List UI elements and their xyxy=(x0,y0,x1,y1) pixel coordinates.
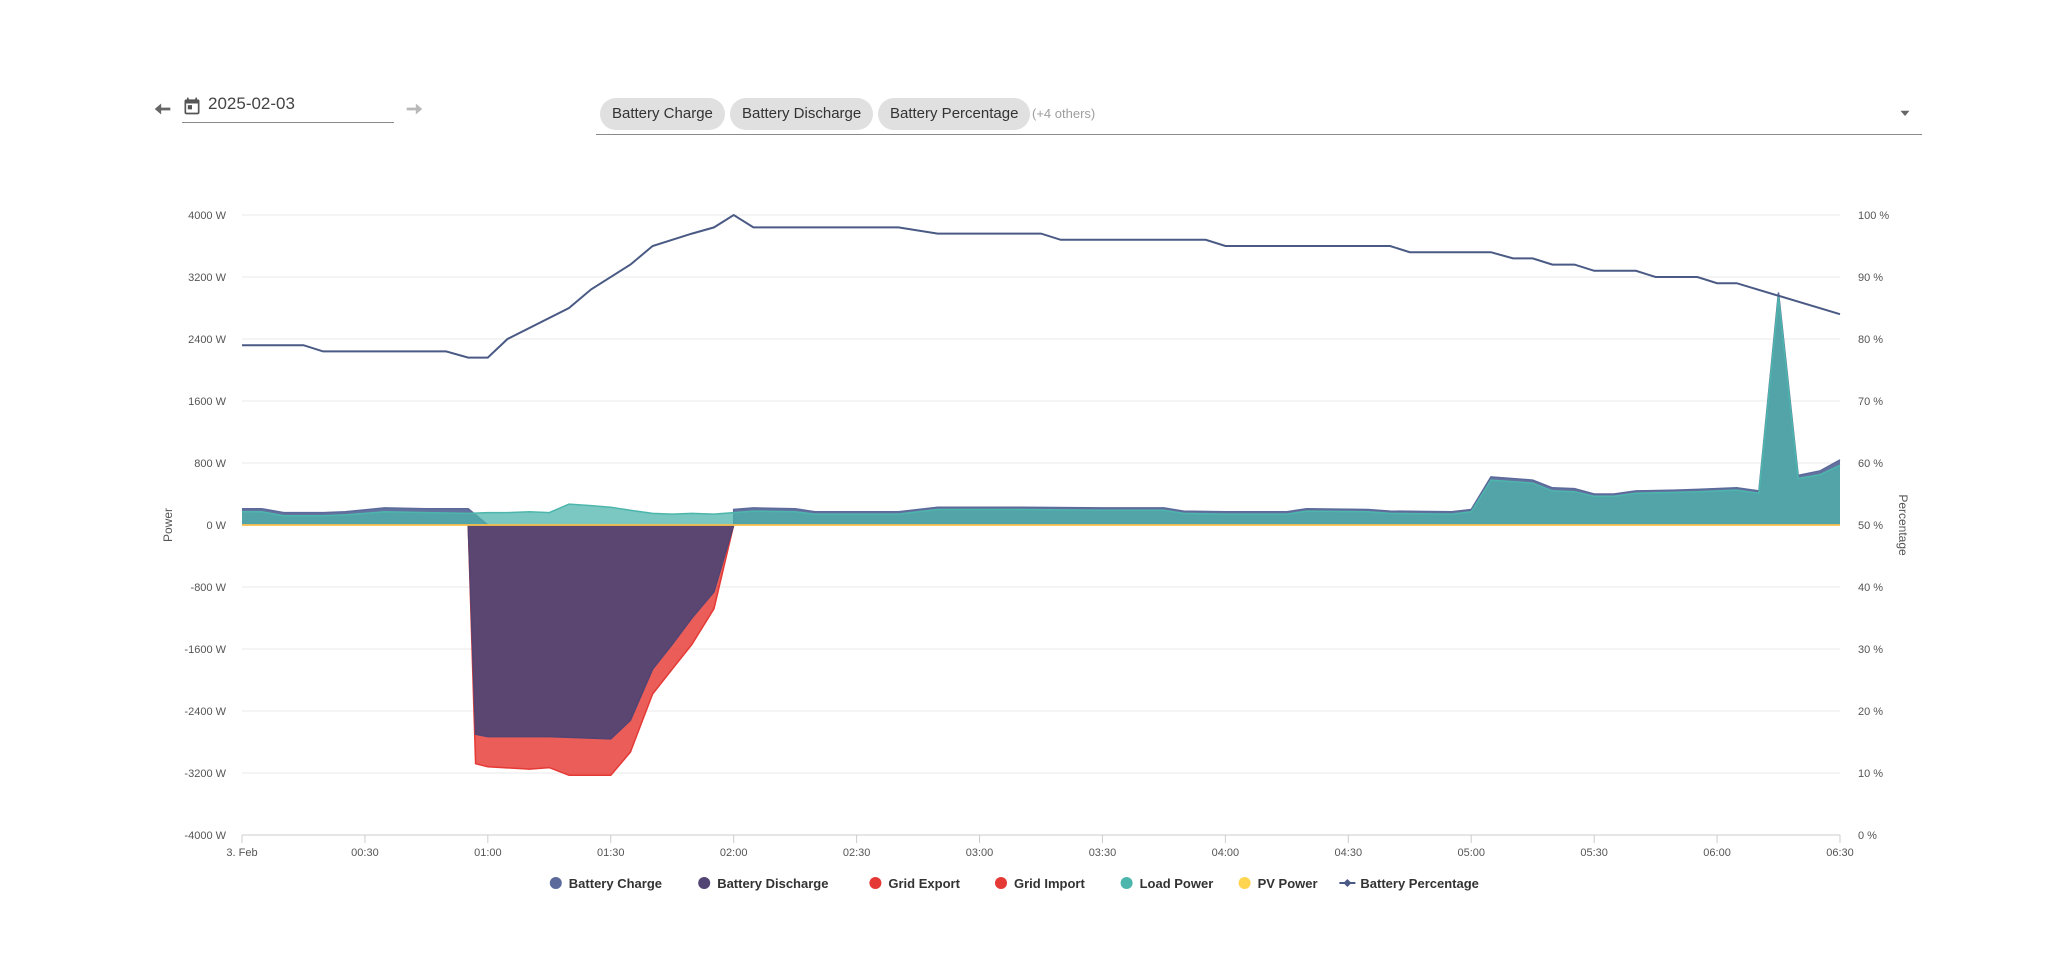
entity-picker[interactable]: Battery Charge Battery Discharge Battery… xyxy=(596,96,1922,135)
series-area-battery-charge xyxy=(242,292,1840,525)
legend-item-battery-charge[interactable]: Battery Charge xyxy=(549,876,662,891)
legend-marker xyxy=(1343,879,1352,887)
right-tick-label: 30 % xyxy=(1858,644,1883,656)
right-tick-label: 60 % xyxy=(1858,458,1883,470)
chip-battery-percentage[interactable]: Battery Percentage xyxy=(878,98,1031,130)
right-tick-label: 10 % xyxy=(1858,768,1883,780)
left-axis-title: Power xyxy=(161,508,175,542)
legend-label: Battery Discharge xyxy=(717,876,828,891)
left-tick-label: -2400 W xyxy=(184,706,226,718)
left-tick-label: 0 W xyxy=(206,520,226,532)
left-tick-label: 800 W xyxy=(194,458,226,470)
legend-label: Load Power xyxy=(1140,876,1214,891)
calendar-icon[interactable] xyxy=(182,96,202,116)
chip-battery-discharge[interactable]: Battery Discharge xyxy=(730,98,874,130)
x-tick-label: 05:00 xyxy=(1457,847,1485,859)
right-axis-ticks: 100 % 90 % 80 % 70 % 60 % 50 % 40 % 30 % 20 % 10 … xyxy=(1858,210,1889,842)
right-tick-label: 100 % xyxy=(1858,210,1889,222)
legend-item-load-power[interactable]: Load Power xyxy=(1120,876,1214,891)
x-tick-label: 01:00 xyxy=(474,847,502,859)
arrow-left-icon[interactable] xyxy=(152,98,174,120)
left-tick-label: 2400 W xyxy=(188,334,227,346)
series-line-battery-charge xyxy=(242,292,1841,526)
x-tick-label: 01:30 xyxy=(597,847,625,859)
x-tick-label: 02:00 xyxy=(720,847,748,859)
x-tick-label: 06:00 xyxy=(1703,847,1731,859)
x-tick-label: 06:30 xyxy=(1826,847,1854,859)
right-tick-label: 20 % xyxy=(1858,706,1883,718)
x-axis-ticks: 3. Feb 00:30 01:00 01:30 02:00 02:30 03:00 03:3… xyxy=(226,835,1854,859)
x-tick-label: 04:30 xyxy=(1335,847,1363,859)
x-tick-label: 00:30 xyxy=(351,847,379,859)
left-tick-label: 1600 W xyxy=(188,396,227,408)
legend-item-grid-import[interactable]: Grid Import xyxy=(995,876,1085,891)
others-count: (+4 others) xyxy=(1032,106,1096,121)
legend-label: Grid Export xyxy=(888,876,960,891)
chip-battery-charge[interactable]: Battery Charge xyxy=(600,98,725,130)
x-tick-label: 05:30 xyxy=(1580,847,1608,859)
legend-marker xyxy=(698,877,711,889)
series-line-battery-percentage xyxy=(242,213,1841,359)
series-layer xyxy=(242,213,1841,777)
x-tick-label: 02:30 xyxy=(843,847,871,859)
arrow-right-icon[interactable] xyxy=(403,98,425,120)
x-tick-label: 04:00 xyxy=(1212,847,1240,859)
legend-marker xyxy=(1120,877,1133,889)
right-tick-label: 40 % xyxy=(1858,582,1883,594)
left-tick-label: -800 W xyxy=(191,582,227,594)
series-area-load-power xyxy=(242,296,1840,525)
right-tick-label: 90 % xyxy=(1858,272,1883,284)
legend-item-battery-discharge[interactable]: Battery Discharge xyxy=(698,876,828,891)
legend: Battery Charge Battery Discharge Grid Expo… xyxy=(549,876,1479,891)
right-axis-title: Percentage xyxy=(1896,494,1910,556)
right-tick-label: 50 % xyxy=(1858,520,1883,532)
legend-label: Battery Charge xyxy=(569,876,662,891)
left-axis-ticks: 4000 W 3200 W 2400 W 1600 W 800 W 0 W -800 W -1… xyxy=(184,210,226,842)
left-tick-label: 4000 W xyxy=(188,210,227,222)
series-line-load-power xyxy=(242,296,1841,517)
legend-label: PV Power xyxy=(1258,876,1318,891)
date-value[interactable]: 2025-02-03 xyxy=(208,94,295,113)
legend-item-battery-percentage[interactable]: Battery Percentage xyxy=(1339,876,1479,891)
left-tick-label: -4000 W xyxy=(184,830,226,842)
chevron-down-icon[interactable] xyxy=(1896,104,1914,122)
series-area-battery-discharge xyxy=(468,525,734,739)
date-field[interactable]: 2025-02-03 xyxy=(182,92,394,123)
right-tick-label: 70 % xyxy=(1858,396,1883,408)
series-line-grid-import xyxy=(467,524,735,777)
x-tick-label: 3. Feb xyxy=(226,847,257,859)
left-tick-label: 3200 W xyxy=(188,272,227,284)
left-tick-label: -1600 W xyxy=(184,644,226,656)
right-tick-label: 80 % xyxy=(1858,334,1883,346)
legend-marker xyxy=(869,877,882,889)
legend-label: Grid Import xyxy=(1014,876,1085,891)
legend-marker xyxy=(995,877,1007,889)
legend-item-pv-power[interactable]: PV Power xyxy=(1238,876,1318,891)
series-line-battery-discharge xyxy=(467,524,735,740)
legend-label: Battery Percentage xyxy=(1360,876,1479,891)
legend-marker xyxy=(549,877,562,889)
x-tick-label: 03:00 xyxy=(966,847,994,859)
legend-marker xyxy=(1238,877,1251,889)
left-tick-label: -3200 W xyxy=(184,768,226,780)
right-tick-label: 0 % xyxy=(1858,830,1877,842)
x-tick-label: 03:30 xyxy=(1089,847,1117,859)
legend-item-grid-export[interactable]: Grid Export xyxy=(869,876,961,891)
